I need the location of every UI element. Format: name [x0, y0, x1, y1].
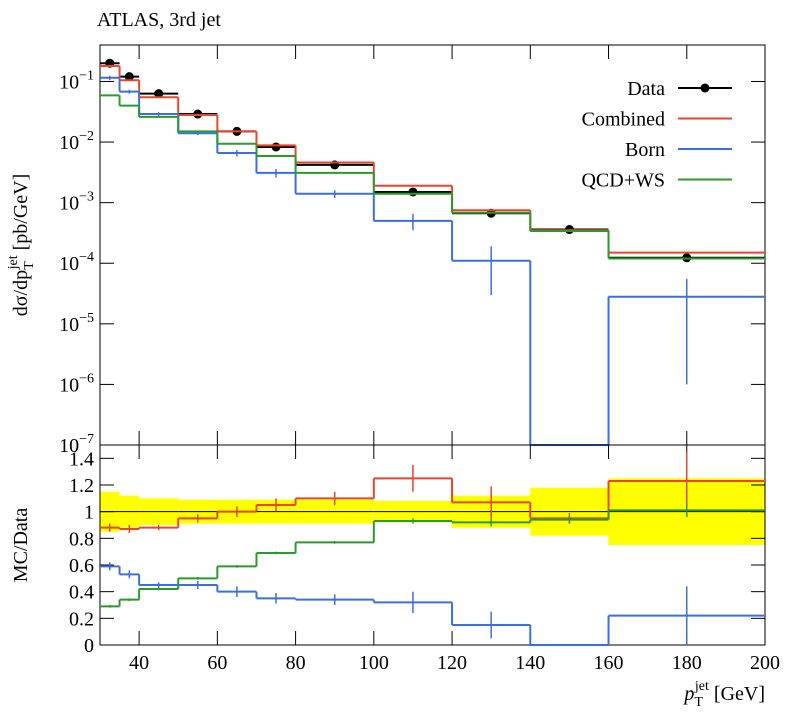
x-tick-label: 120	[437, 652, 467, 674]
x-label-main: p	[682, 683, 694, 705]
x-label-sub: T	[694, 695, 703, 710]
y-tick-label: 10−2	[59, 129, 94, 154]
data-point	[124, 72, 134, 82]
y-tick-label: 1.4	[69, 448, 94, 470]
y-label-sub: T	[22, 261, 37, 270]
y-tick-label: 10−4	[59, 250, 94, 275]
y-tick-label: 10−3	[59, 190, 94, 215]
data-point	[271, 142, 281, 152]
y-tick-label: 10−1	[59, 68, 94, 93]
data-point	[154, 89, 164, 99]
y-label-sup: jet	[6, 255, 21, 270]
y-label-unit: [pb/GeV]	[10, 174, 32, 256]
x-label-unit: [GeV]	[709, 683, 765, 705]
y-tick-base: 10	[59, 193, 79, 215]
legend-label: QCD+WS	[581, 170, 665, 192]
y-tick-power: −4	[79, 250, 94, 265]
y-tick-label: 0.8	[69, 528, 94, 550]
y-tick-base: 10	[59, 132, 79, 154]
y-tick-power: −3	[79, 190, 94, 205]
y-tick-power: −1	[79, 68, 94, 83]
ratio-y-axis-label: MC/Data	[10, 508, 32, 583]
legend-label: Combined	[582, 109, 665, 131]
x-label-sup: jet	[694, 679, 709, 694]
plot-frame	[99, 444, 766, 646]
y-tick-label: 1	[84, 502, 94, 524]
x-tick-label: 160	[594, 652, 624, 674]
x-tick-label: 100	[359, 652, 389, 674]
y-tick-power: −5	[79, 311, 94, 326]
y-tick-power: −7	[79, 432, 94, 447]
x-tick-label: 180	[672, 652, 702, 674]
legend-label: Born	[625, 139, 665, 161]
y-tick-label: 10−6	[59, 371, 94, 396]
chart-title: ATLAS, 3rd jet	[97, 9, 221, 31]
data-point	[408, 187, 418, 197]
y-tick-base: 10	[59, 71, 79, 93]
y-tick-label: 1.2	[69, 475, 94, 497]
y-tick-label: 10−7	[59, 432, 94, 457]
y-tick-label: 0.2	[69, 608, 94, 630]
y-axis-label: dσ/dpTjet [pb/GeV]	[6, 174, 37, 317]
y-tick-power: −6	[79, 371, 94, 386]
y-tick-label: 0.4	[69, 582, 94, 604]
y-label-main: dσ/dp	[10, 270, 32, 316]
y-tick-base: 10	[59, 253, 79, 275]
x-tick-label: 140	[515, 652, 545, 674]
y-tick-label: 0.6	[69, 555, 94, 577]
legend-label: Data	[627, 78, 665, 100]
y-tick-base: 10	[59, 374, 79, 396]
x-axis-label: pTjet [GeV]	[682, 679, 765, 710]
y-tick-base: 10	[59, 314, 79, 336]
y-tick-label: 0	[84, 635, 94, 657]
x-tick-label: 200	[750, 652, 780, 674]
y-tick-power: −2	[79, 129, 94, 144]
y-tick-label: 10−5	[59, 311, 94, 336]
x-tick-label: 60	[207, 652, 227, 674]
x-tick-label: 40	[129, 652, 149, 674]
y-tick-base: 10	[59, 435, 79, 457]
legend-marker	[700, 83, 710, 93]
x-tick-label: 80	[286, 652, 306, 674]
plot-frame	[99, 44, 766, 446]
